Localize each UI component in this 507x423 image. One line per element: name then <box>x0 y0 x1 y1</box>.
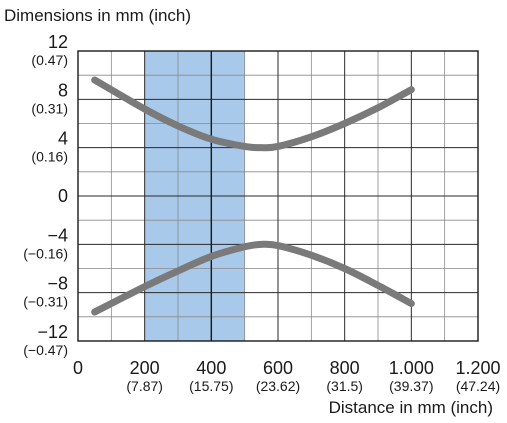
y-tick-sublabel: (0.47) <box>31 52 68 68</box>
x-tick-label: 1.000 <box>389 358 434 378</box>
y-tick-sublabel: (0.16) <box>31 149 68 165</box>
x-tick-sublabel: (7.87) <box>126 378 163 394</box>
x-axis-label: Distance in mm (inch) <box>328 398 493 417</box>
y-tick-label: −4 <box>47 225 68 245</box>
x-tick-label: 1.200 <box>455 358 500 378</box>
x-tick-sublabel: (47.24) <box>456 378 500 394</box>
x-tick-label: 200 <box>130 358 160 378</box>
y-axis-label: Dimensions in mm (inch) <box>4 6 192 25</box>
x-tick-sublabel: (31.5) <box>326 378 363 394</box>
y-tick-label: 12 <box>48 32 68 52</box>
y-tick-sublabel: (−0.31) <box>23 294 68 310</box>
x-tick-label: 800 <box>330 358 360 378</box>
y-tick-label: 8 <box>58 80 68 100</box>
y-tick-label: 0 <box>58 186 68 206</box>
y-tick-sublabel: (0.31) <box>31 100 68 116</box>
series-line-2 <box>91 240 415 316</box>
y-tick-label: −8 <box>47 274 68 294</box>
series-line-1 <box>91 76 415 152</box>
x-tick-sublabel: (23.62) <box>256 378 300 394</box>
x-tick-label: 600 <box>263 358 293 378</box>
y-tick-sublabel: (−0.16) <box>23 245 68 261</box>
x-tick-label: 0 <box>73 358 83 378</box>
y-tick-label: 4 <box>58 129 68 149</box>
y-tick-sublabel: (−0.47) <box>23 342 68 358</box>
x-tick-label: 400 <box>196 358 226 378</box>
x-tick-sublabel: (39.37) <box>389 378 433 394</box>
y-tick-label: −12 <box>37 322 68 342</box>
plot-frame <box>77 50 479 342</box>
x-tick-sublabel: (15.75) <box>189 378 233 394</box>
